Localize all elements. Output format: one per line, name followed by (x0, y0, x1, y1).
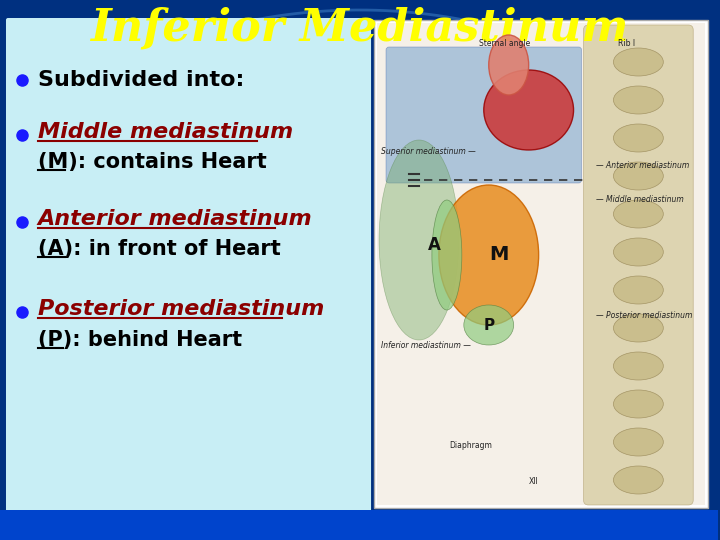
Text: Rib I: Rib I (618, 39, 636, 49)
Ellipse shape (613, 352, 663, 380)
Text: Middle mediastinum: Middle mediastinum (38, 122, 293, 142)
Ellipse shape (613, 390, 663, 418)
FancyBboxPatch shape (6, 18, 371, 512)
Ellipse shape (613, 86, 663, 114)
Text: (A): in front of Heart: (A): in front of Heart (38, 239, 281, 259)
Ellipse shape (613, 466, 663, 494)
Ellipse shape (613, 276, 663, 304)
Ellipse shape (613, 428, 663, 456)
Text: Posterior mediastinum: Posterior mediastinum (38, 299, 324, 319)
Text: — Anterior mediastinum: — Anterior mediastinum (596, 160, 690, 170)
FancyBboxPatch shape (0, 510, 718, 540)
Ellipse shape (613, 48, 663, 76)
FancyBboxPatch shape (374, 20, 708, 508)
Ellipse shape (613, 162, 663, 190)
Text: (P): behind Heart: (P): behind Heart (38, 330, 242, 350)
Text: Superior mediastinum —: Superior mediastinum — (381, 147, 476, 157)
Text: Sternal angle: Sternal angle (479, 39, 530, 49)
Text: — Middle mediastinum: — Middle mediastinum (596, 195, 684, 205)
Text: Inferior Mediastinum: Inferior Mediastinum (90, 6, 629, 50)
Text: — Posterior mediastinum: — Posterior mediastinum (596, 310, 693, 320)
Text: M: M (489, 246, 508, 265)
Ellipse shape (613, 124, 663, 152)
FancyBboxPatch shape (377, 23, 705, 505)
Ellipse shape (613, 238, 663, 266)
Text: Inferior mediastinum —: Inferior mediastinum — (381, 341, 471, 349)
Text: Anterior mediastinum: Anterior mediastinum (38, 209, 312, 229)
Ellipse shape (379, 140, 459, 340)
Text: P: P (483, 318, 495, 333)
Text: A: A (428, 236, 441, 254)
Ellipse shape (439, 185, 539, 325)
FancyBboxPatch shape (583, 25, 693, 505)
FancyBboxPatch shape (386, 47, 582, 183)
Ellipse shape (484, 70, 574, 150)
Ellipse shape (464, 305, 513, 345)
Text: (M): contains Heart: (M): contains Heart (38, 152, 266, 172)
Ellipse shape (613, 314, 663, 342)
Text: Subdivided into:: Subdivided into: (38, 70, 244, 90)
Ellipse shape (613, 200, 663, 228)
Ellipse shape (489, 35, 528, 95)
Text: Diaphragm: Diaphragm (449, 441, 492, 449)
Text: XII: XII (528, 477, 539, 487)
Ellipse shape (432, 200, 462, 310)
